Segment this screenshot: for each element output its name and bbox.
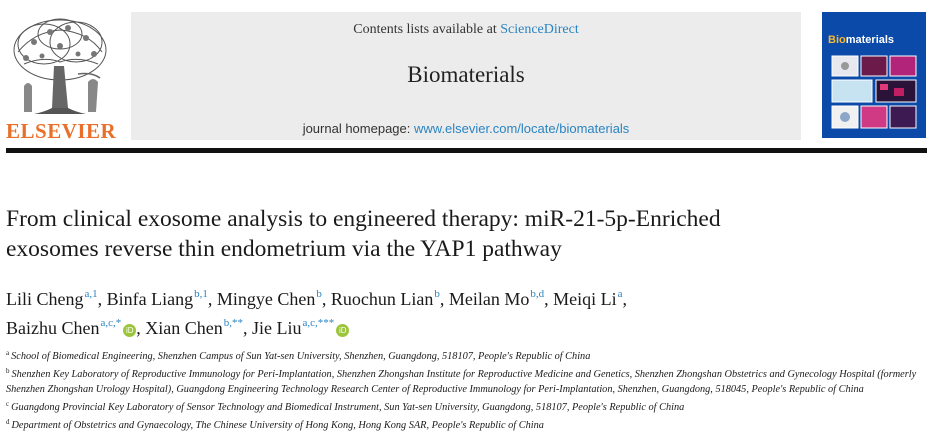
author-name[interactable]: Meiqi Li — [553, 289, 617, 309]
author-affiliation-marks[interactable]: a — [617, 288, 623, 300]
author[interactable]: Ruochun Lianb — [330, 288, 440, 309]
contents-prefix: Contents lists available at — [353, 22, 501, 37]
author-affiliation-marks[interactable]: a,c,*** — [302, 317, 335, 329]
header-rule — [6, 148, 927, 153]
author-name[interactable]: Mingye Chen — [216, 289, 316, 309]
author-separator: , — [136, 318, 146, 338]
affiliation: a School of Biomedical Engineering, Shenz… — [6, 346, 921, 364]
orcid-icon[interactable]: iD — [123, 324, 137, 337]
cover-title: Biomaterials — [828, 34, 894, 46]
author[interactable]: Baizhu Chena,c,*iD — [6, 317, 137, 338]
article-title: From clinical exosome analysis to engine… — [6, 204, 886, 264]
journal-cover[interactable]: Biomaterials — [822, 12, 926, 138]
author-name[interactable]: Ruochun Lian — [330, 289, 434, 309]
journal-title[interactable]: Biomaterials — [407, 62, 525, 87]
author[interactable]: Meiqi Lia — [553, 288, 623, 309]
author-affiliation-marks[interactable]: b,1 — [194, 288, 208, 300]
author-name[interactable]: Baizhu Chen — [6, 318, 100, 338]
publisher-name: ELSEVIER — [6, 119, 117, 143]
author-name[interactable]: Binfa Liang — [106, 289, 194, 309]
sciencedirect-link[interactable]: ScienceDirect — [500, 22, 579, 37]
author-affiliation-marks[interactable]: b,d — [530, 288, 545, 300]
affiliation: d Department of Obstetrics and Gynaecolog… — [6, 415, 921, 433]
affiliation-key: c — [6, 400, 10, 408]
author-affiliation-marks[interactable]: b,** — [223, 317, 243, 329]
homepage-prefix: journal homepage: — [302, 121, 414, 136]
cover-art-image — [830, 54, 920, 130]
author[interactable]: Binfa Liangb,1 — [106, 288, 208, 309]
author-affiliation-marks[interactable]: a,c,* — [100, 317, 122, 329]
affiliation-key: d — [6, 418, 10, 426]
affiliation: c Guangdong Provincial Key Laboratory of … — [6, 397, 921, 415]
author-separator: , — [439, 289, 449, 309]
author-separator: , — [242, 318, 252, 338]
author-separator: , — [622, 289, 628, 309]
homepage-link[interactable]: www.elsevier.com/locate/biomaterials — [414, 121, 630, 136]
elsevier-tree-icon — [4, 12, 116, 120]
author[interactable]: Xian Chenb,** — [145, 317, 243, 338]
affiliation-text: School of Biomedical Engineering, Shenzh… — [11, 351, 591, 362]
author-name[interactable]: Lili Cheng — [6, 289, 84, 309]
author[interactable]: Lili Chenga,1 — [6, 288, 98, 309]
journal-homepage: journal homepage: www.elsevier.com/locat… — [131, 121, 801, 136]
affiliation-text: Shenzhen Key Laboratory of Reproductive … — [6, 369, 917, 395]
orcid-icon[interactable]: iD — [336, 324, 350, 337]
publisher-logo[interactable]: ELSEVIER — [4, 12, 117, 143]
affiliation-key: a — [6, 349, 10, 357]
author[interactable]: Mingye Chenb — [216, 288, 322, 309]
author-name[interactable]: Jie Liu — [251, 318, 302, 338]
affiliation-key: b — [6, 367, 10, 375]
author-affiliation-marks[interactable]: b — [316, 288, 322, 300]
affiliation: b Shenzhen Key Laboratory of Reproductive… — [6, 364, 921, 397]
article-title-line2: exosomes reverse thin endometrium via th… — [6, 236, 562, 262]
author[interactable]: Jie Liua,c,***iD — [251, 317, 350, 338]
author-separator: , — [544, 289, 554, 309]
affiliation-list: a School of Biomedical Engineering, Shenz… — [6, 346, 921, 433]
author-affiliation-marks[interactable]: a,1 — [84, 288, 98, 300]
contents-availability: Contents lists available at ScienceDirec… — [131, 22, 801, 38]
journal-masthead: Contents lists available at ScienceDirec… — [131, 12, 801, 140]
article-title-line1: From clinical exosome analysis to engine… — [6, 206, 721, 232]
affiliation-text: Guangdong Provincial Key Laboratory of S… — [11, 402, 685, 413]
author-list: Lili Chenga,1, Binfa Liangb,1, Mingye Ch… — [6, 282, 906, 340]
author-name[interactable]: Xian Chen — [145, 318, 223, 338]
author-name[interactable]: Meilan Mo — [448, 289, 530, 309]
affiliation-text: Department of Obstetrics and Gynaecology… — [11, 420, 544, 431]
cover-title-rest: materials — [845, 34, 895, 46]
author-affiliation-marks[interactable]: b — [434, 288, 440, 300]
author-separator: , — [321, 289, 331, 309]
author-separator: , — [207, 289, 217, 309]
author-separator: , — [97, 289, 107, 309]
cover-title-first: Bio — [828, 34, 846, 46]
author[interactable]: Meilan Mob,d — [448, 288, 545, 309]
